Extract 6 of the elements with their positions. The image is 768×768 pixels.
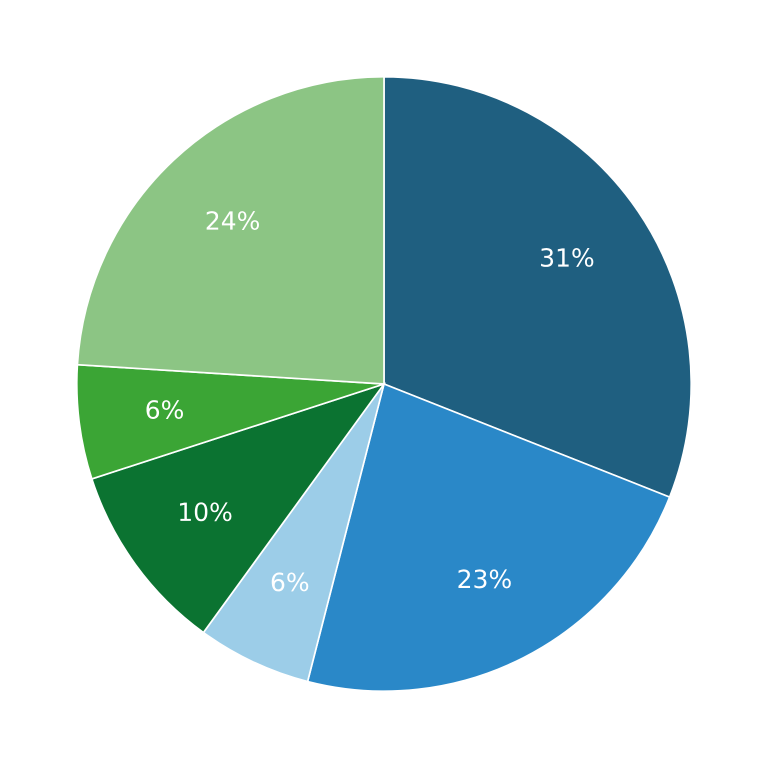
data-label: 6%: [146, 400, 184, 419]
data-label: 10%: [180, 502, 232, 522]
data-label: 31%: [541, 248, 594, 267]
data-label: 6%: [272, 572, 308, 592]
data-label: 24%: [206, 211, 259, 230]
data-label: 23%: [458, 569, 511, 588]
